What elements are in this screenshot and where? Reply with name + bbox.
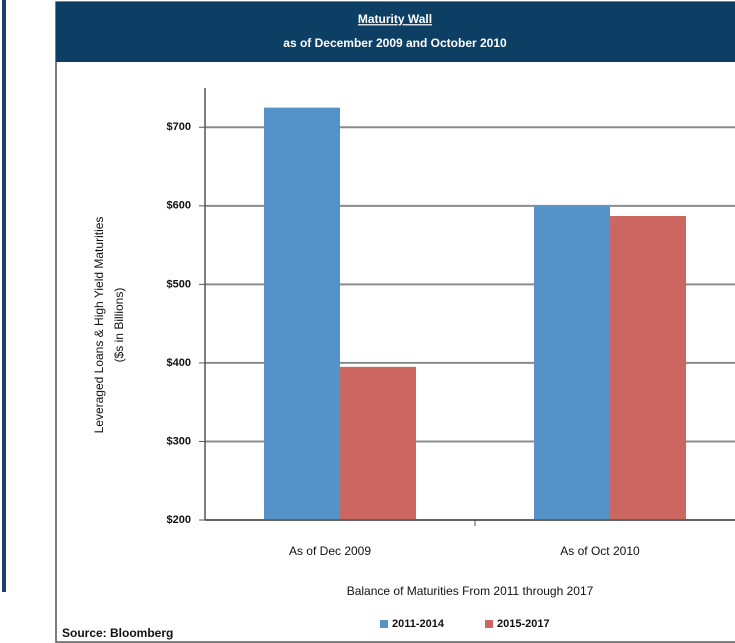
chart-title: Maturity Wall [358,12,432,26]
x-tick-label: As of Oct 2010 [560,544,640,558]
y-axis-label: ($s in Billions) [112,288,126,363]
side-rule [2,0,6,592]
y-axis-label: Leveraged Loans & High Yield Maturities [92,217,106,434]
y-tick-label: $700 [167,121,191,133]
legend-label: 2015-2017 [497,618,550,630]
chart-subtitle: as of December 2009 and October 2010 [283,36,507,50]
y-tick-label: $500 [167,278,191,290]
y-tick-label: $400 [167,357,191,369]
bar [610,216,686,520]
y-tick-label: $600 [167,200,191,212]
x-tick-label: As of Dec 2009 [289,544,371,558]
legend-swatch [485,620,493,628]
y-tick-label: $200 [167,514,191,526]
header-band [56,2,735,62]
bar [264,107,340,521]
legend-swatch [380,620,388,628]
y-tick-label: $300 [167,435,191,447]
legend-label: 2011-2014 [392,618,445,630]
bar [534,205,610,520]
source-note: Source: Bloomberg [62,626,173,640]
bar [340,366,416,520]
x-axis-label: Balance of Maturities From 2011 through … [347,584,594,598]
